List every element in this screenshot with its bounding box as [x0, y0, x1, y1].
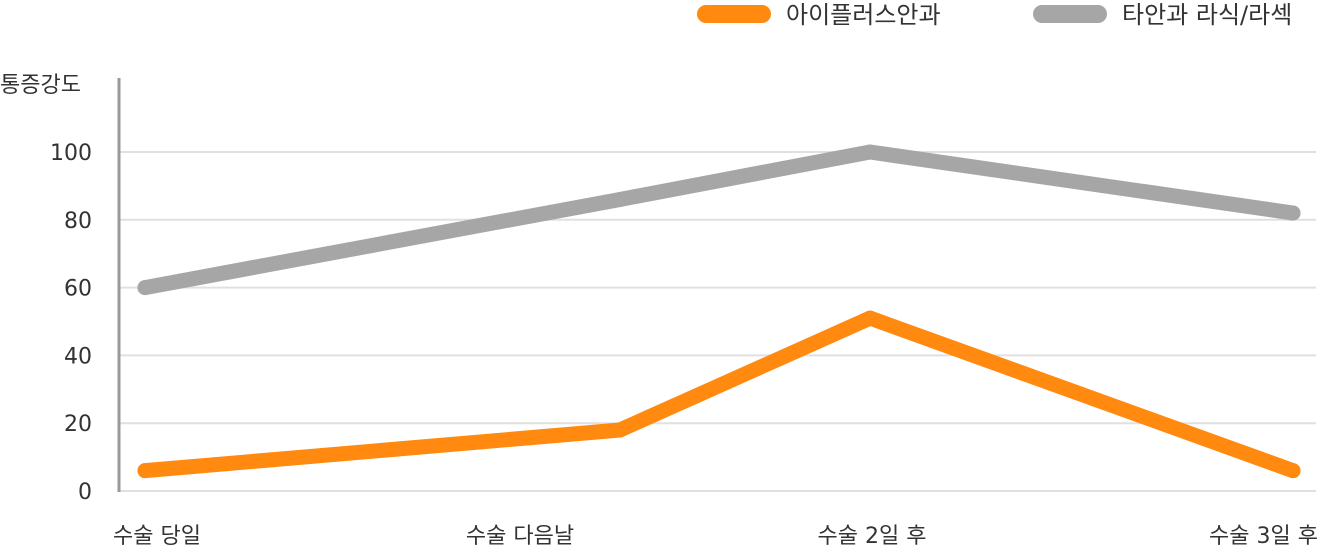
- series-line-0: [137, 310, 1301, 479]
- y-tick-label: 20: [64, 412, 92, 437]
- data-point: [612, 422, 628, 438]
- series-line-1: [137, 144, 1301, 296]
- data-point: [612, 191, 628, 207]
- data-point: [1285, 463, 1301, 479]
- y-tick-label: 0: [78, 480, 92, 505]
- x-tick-label: 수술 3일 후: [1209, 524, 1318, 547]
- data-point: [862, 310, 878, 326]
- x-tick-label: 수술 당일: [113, 524, 201, 547]
- data-point: [862, 144, 878, 160]
- y-tick-labels: 0 20 40 60 80 100: [50, 141, 92, 505]
- data-point: [137, 280, 153, 296]
- y-axis-label: 통증강도: [0, 73, 81, 98]
- gridlines: [119, 151, 1316, 492]
- data-point: [1285, 205, 1301, 221]
- x-tick-label: 수술 다음날: [466, 524, 574, 547]
- data-point: [137, 463, 153, 479]
- legend-label: 타안과 라식/라섹: [1122, 1, 1292, 29]
- y-tick-label: 100: [50, 141, 92, 166]
- y-tick-label: 40: [64, 344, 92, 369]
- legend: 아이플러스안과 타안과 라식/라섹: [697, 1, 1292, 29]
- series-lines: [137, 144, 1301, 479]
- legend-label: 아이플러스안과: [786, 1, 941, 29]
- y-tick-label: 80: [64, 209, 92, 234]
- x-tick-labels: 수술 당일 수술 다음날 수술 2일 후 수술 3일 후: [113, 524, 1318, 547]
- x-tick-label: 수술 2일 후: [818, 524, 927, 547]
- y-tick-label: 60: [64, 277, 92, 302]
